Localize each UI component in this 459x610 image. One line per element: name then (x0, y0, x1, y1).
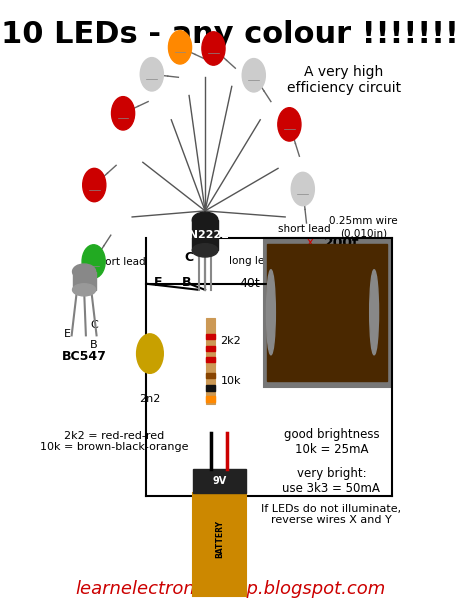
Ellipse shape (140, 57, 163, 91)
Text: BATTERY: BATTERY (214, 520, 224, 558)
Text: short lead: short lead (277, 224, 330, 234)
Bar (192, 220, 218, 250)
Bar (263, 239, 389, 387)
Text: any nut and bolt
5mm thread
25mm long: any nut and bolt 5mm thread 25mm long (286, 340, 378, 373)
Bar (205, 346, 215, 351)
Text: C: C (184, 251, 193, 264)
Bar (205, 318, 215, 365)
Text: long lead: long lead (229, 256, 277, 267)
Text: B: B (181, 276, 191, 289)
Bar (267, 244, 386, 381)
Ellipse shape (277, 108, 300, 141)
Ellipse shape (291, 172, 313, 206)
Ellipse shape (111, 96, 134, 130)
Text: 200t: 200t (324, 236, 359, 250)
Bar (205, 334, 215, 339)
Text: Y: Y (363, 247, 370, 260)
Ellipse shape (266, 270, 275, 355)
Text: E: E (63, 329, 70, 339)
Text: B: B (90, 340, 98, 350)
Bar (205, 385, 215, 390)
Text: BC547: BC547 (62, 350, 106, 363)
Ellipse shape (369, 270, 378, 355)
Bar (146, 239, 391, 497)
Text: 9V: 9V (212, 476, 226, 486)
Text: short lead: short lead (93, 257, 146, 268)
Bar (192, 493, 246, 597)
Text: learnelectronicshelp.blogspot.com: learnelectronicshelp.blogspot.com (75, 580, 384, 598)
Text: If LEDs do not illuminate,
reverse wires X and Y: If LEDs do not illuminate, reverse wires… (261, 504, 401, 525)
Bar (205, 357, 215, 362)
Text: 10 LEDs - any colour !!!!!!!: 10 LEDs - any colour !!!!!!! (1, 20, 458, 49)
Ellipse shape (83, 168, 106, 202)
Ellipse shape (73, 264, 95, 279)
Text: C: C (90, 320, 98, 330)
Ellipse shape (168, 30, 191, 64)
Ellipse shape (242, 59, 265, 92)
Ellipse shape (202, 32, 224, 65)
Text: 2n2: 2n2 (139, 394, 160, 404)
Ellipse shape (82, 245, 105, 278)
Text: very bright:
use 3k3 = 50mA: very bright: use 3k3 = 50mA (282, 467, 380, 495)
Bar (73, 271, 95, 290)
Ellipse shape (192, 212, 218, 228)
Text: 2N2222: 2N2222 (181, 230, 229, 240)
Text: good brightness
10k = 25mA: good brightness 10k = 25mA (283, 428, 378, 456)
Bar (192, 469, 246, 493)
Text: E: E (153, 276, 162, 289)
Ellipse shape (73, 284, 95, 296)
Ellipse shape (136, 334, 163, 373)
Text: A very high
efficiency circuit: A very high efficiency circuit (286, 65, 400, 95)
Text: X: X (305, 237, 313, 249)
Bar (205, 358, 215, 404)
Bar (205, 396, 215, 401)
Text: 10k: 10k (220, 376, 241, 386)
Bar (205, 373, 215, 378)
Text: 2k2 = red-red-red
10k = brown-black-orange: 2k2 = red-red-red 10k = brown-black-oran… (40, 431, 188, 453)
Text: 2k2: 2k2 (220, 337, 241, 346)
Ellipse shape (192, 243, 218, 257)
Text: 40t: 40t (239, 278, 259, 290)
Text: 0.25mm wire
(0.010in): 0.25mm wire (0.010in) (329, 217, 397, 238)
